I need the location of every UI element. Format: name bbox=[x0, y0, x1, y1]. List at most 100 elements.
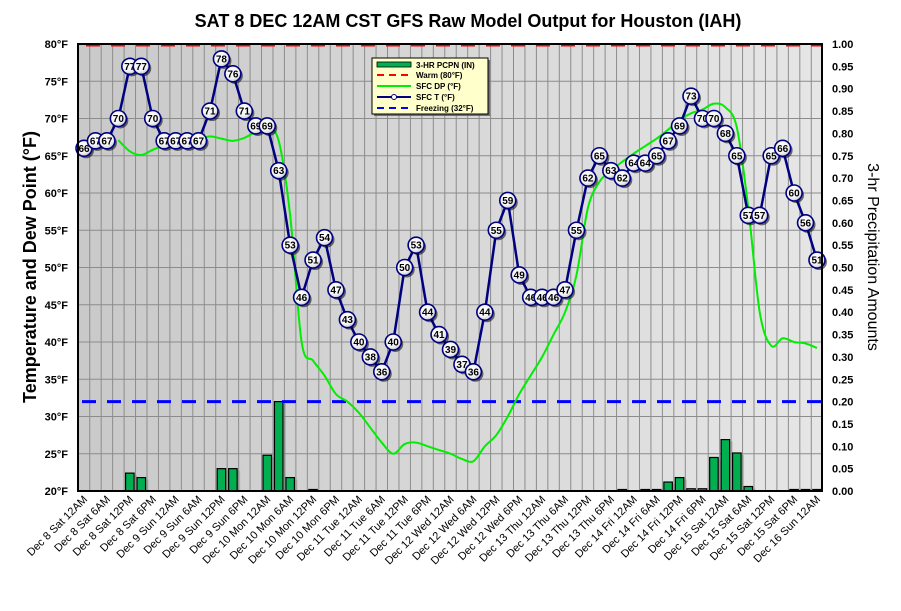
temperature-marker bbox=[281, 236, 299, 254]
temperature-data-label: 63 bbox=[605, 166, 617, 177]
temperature-data-label: 37 bbox=[456, 360, 468, 371]
temperature-marker bbox=[647, 146, 666, 165]
temperature-data-label: 43 bbox=[342, 315, 354, 326]
temperature-data-label: 40 bbox=[353, 338, 365, 349]
temperature-point: 56 bbox=[796, 214, 816, 233]
temperature-marker bbox=[716, 124, 735, 143]
precip-bar bbox=[731, 452, 742, 492]
y-tick-label: 35°F bbox=[45, 374, 69, 386]
temperature-point: 70 bbox=[109, 109, 129, 129]
y-tick-label: 40°F bbox=[45, 337, 69, 349]
y2-tick-label: 0.05 bbox=[832, 464, 853, 476]
temperature-point: 55 bbox=[567, 221, 587, 241]
temperature-data-label: 67 bbox=[170, 136, 182, 147]
temperature-marker bbox=[579, 169, 597, 187]
temperature-point: 41 bbox=[430, 325, 450, 345]
precip-bar bbox=[262, 454, 273, 492]
temperature-data-label: 77 bbox=[136, 62, 148, 73]
temperature-marker bbox=[418, 303, 437, 322]
temperature-point: 44 bbox=[476, 303, 495, 323]
temperature-data-label: 44 bbox=[479, 308, 491, 319]
y2-tick-label: 0.20 bbox=[832, 397, 853, 409]
y-tick-label: 45°F bbox=[45, 300, 69, 312]
temperature-point: 63 bbox=[269, 161, 289, 181]
precip-bar bbox=[228, 468, 238, 492]
temperature-data-label: 78 bbox=[216, 54, 228, 65]
precip-bar bbox=[285, 476, 296, 492]
temperature-marker bbox=[235, 102, 254, 120]
temperature-data-label: 69 bbox=[262, 121, 274, 132]
temperature-point: 69 bbox=[670, 117, 690, 136]
y-tick-label: 75°F bbox=[45, 76, 69, 88]
y2-tick-label: 0.80 bbox=[832, 128, 853, 140]
temperature-marker bbox=[705, 109, 723, 128]
precip-bar bbox=[124, 472, 135, 492]
y2-tick-label: 0.25 bbox=[832, 374, 853, 386]
temperature-marker bbox=[682, 87, 700, 105]
temperature-marker bbox=[338, 310, 357, 329]
temperature-data-label: 62 bbox=[582, 174, 594, 185]
temperature-point: 39 bbox=[441, 340, 461, 360]
temperature-marker bbox=[189, 132, 208, 150]
precip-bar bbox=[136, 476, 147, 492]
y2-tick-label: 0.45 bbox=[832, 285, 853, 297]
temperature-point: 78 bbox=[212, 50, 232, 69]
temperature-marker bbox=[304, 251, 322, 269]
legend-dewpoint-label: SFC DP (°F) bbox=[416, 82, 461, 91]
temperature-data-label: 66 bbox=[78, 144, 90, 155]
legend-item-dewpoint: SFC DP (°F) bbox=[377, 82, 461, 91]
temperature-point: 40 bbox=[350, 333, 369, 352]
temperature-data-label: 46 bbox=[296, 293, 308, 304]
temperature-point: 51 bbox=[304, 251, 324, 271]
temperature-marker bbox=[372, 362, 391, 381]
temperature-marker bbox=[143, 109, 162, 128]
temperature-data-label: 53 bbox=[411, 241, 423, 252]
y-tick-label: 80°F bbox=[45, 39, 69, 51]
temperature-marker bbox=[327, 281, 345, 299]
temperature-data-label: 70 bbox=[147, 114, 159, 125]
y2-tick-label: 0.40 bbox=[832, 307, 853, 319]
temperature-marker bbox=[212, 50, 231, 68]
temperature-point: 77 bbox=[132, 57, 152, 77]
temperature-data-label: 76 bbox=[227, 69, 239, 80]
temperature-point: 36 bbox=[464, 362, 484, 382]
y-tick-label: 50°F bbox=[45, 263, 69, 275]
temperature-point: 62 bbox=[579, 169, 598, 189]
temperature-marker bbox=[476, 303, 494, 322]
temperature-point: 70 bbox=[143, 109, 163, 129]
precip-bar bbox=[720, 438, 731, 492]
grid-lines bbox=[77, 44, 822, 491]
temperature-marker bbox=[132, 57, 151, 76]
y2-tick-label: 0.85 bbox=[832, 106, 853, 118]
temperature-point: 65 bbox=[728, 146, 747, 166]
temperature-marker bbox=[441, 340, 460, 359]
y-tick-label: 60°F bbox=[45, 188, 69, 200]
temperature-data-label: 63 bbox=[273, 166, 285, 177]
temperature-data-label: 67 bbox=[182, 136, 194, 147]
temperature-marker bbox=[590, 146, 609, 165]
temperature-data-label: 41 bbox=[433, 330, 445, 341]
temperature-marker bbox=[567, 221, 586, 240]
temperature-data-label: 54 bbox=[319, 233, 331, 244]
temperature-point: 44 bbox=[418, 303, 438, 323]
temperature-marker bbox=[498, 191, 517, 210]
temperature-data-label: 36 bbox=[468, 367, 480, 378]
temperature-point: 57 bbox=[750, 206, 770, 226]
temperature-point: 54 bbox=[315, 228, 335, 248]
temperature-data-label: 67 bbox=[90, 136, 102, 147]
precip-bar bbox=[674, 476, 685, 492]
temperature-data-label: 64 bbox=[640, 159, 652, 170]
temperature-data-label: 40 bbox=[388, 338, 400, 349]
temperature-point: 46 bbox=[292, 288, 312, 308]
y2-tick-label: 0.00 bbox=[832, 486, 853, 498]
y-axis-label: Temperature and Dew Point (°F) bbox=[20, 131, 40, 403]
temperature-data-label: 39 bbox=[445, 345, 457, 356]
temperature-marker bbox=[201, 102, 219, 120]
temperature-point: 40 bbox=[384, 333, 404, 352]
legend-item-temperature: SFC T (°F) bbox=[377, 93, 455, 102]
temperature-data-label: 67 bbox=[193, 136, 205, 147]
temperature-data-label: 70 bbox=[708, 114, 720, 125]
temperature-marker bbox=[796, 214, 815, 232]
temperature-data-label: 67 bbox=[159, 136, 171, 147]
